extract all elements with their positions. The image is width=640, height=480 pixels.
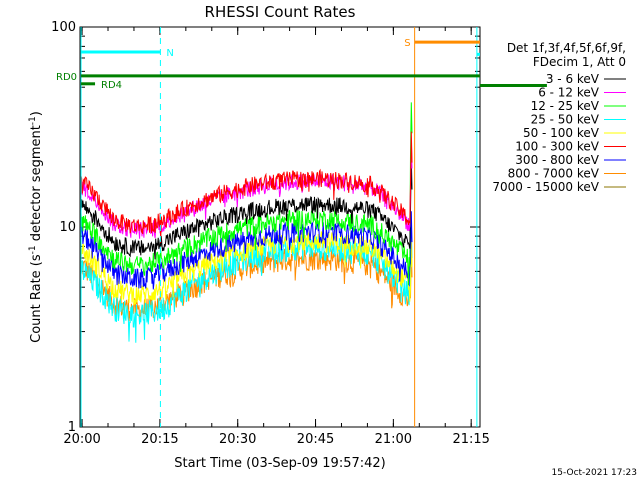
y-axis-label-suffix: ): [29, 111, 44, 116]
legend-entry-label: 300 - 800 keV: [515, 153, 599, 167]
y-axis-label: Count Rate (s-1 detector segment-1): [28, 111, 44, 343]
x-tick-label: 21:15: [452, 432, 489, 447]
series-layer: [80, 102, 413, 343]
y-axis-label-prefix: Count Rate (s: [29, 254, 44, 343]
y-axis-label-sup2: -1: [28, 116, 38, 125]
x-tick-label: 20:30: [219, 432, 256, 447]
series-line: [80, 226, 413, 343]
flag-label: RD0: [56, 72, 77, 83]
legend-entry-label: 7000 - 15000 keV: [492, 180, 599, 194]
series-line: [80, 131, 413, 244]
x-axis-label: Start Time (03-Sep-09 19:57:42): [174, 456, 385, 471]
series-line: [80, 158, 413, 260]
series-line: [80, 102, 413, 285]
marker-layer: [80, 27, 478, 427]
flag-label: RD4: [101, 80, 122, 91]
y-tick-label: 10: [59, 220, 76, 235]
legend-entry-label: 3 - 6 keV: [546, 72, 600, 86]
y-tick-label: 100: [51, 20, 76, 35]
x-tick-label: 21:00: [375, 432, 412, 447]
footer-date: 15-Oct-2021 17:23: [552, 468, 637, 478]
series-line: [80, 211, 413, 290]
y-tick-label: 1: [68, 420, 76, 435]
legend-header-line1: Det 1f,3f,4f,5f,6f,9f,: [507, 41, 626, 55]
legend-entry-label: 25 - 50 keV: [531, 113, 600, 127]
legend-entry-label: 50 - 100 keV: [523, 126, 600, 140]
legend-entry-label: 6 - 12 keV: [538, 86, 600, 100]
flag-layer: N S RD0 RD4: [56, 38, 547, 91]
plot-area: N S RD0 RD4: [56, 26, 547, 428]
axis-ticks: [80, 26, 480, 428]
y-axis-label-middle: detector segment: [29, 125, 44, 245]
y-tick-labels: 1 10 100: [51, 20, 76, 435]
legend-entry-label: 12 - 25 keV: [531, 99, 600, 113]
x-tick-label: 20:45: [297, 432, 334, 447]
legend-header-line2: FDecim 1, Att 0: [533, 55, 626, 69]
legend-entry-label: 800 - 7000 keV: [508, 167, 600, 181]
flag-label: N: [166, 48, 173, 59]
y-axis-label-sup1: -1: [28, 245, 38, 254]
x-tick-labels: 20:00 20:15 20:30 20:45 21:00 21:15: [63, 432, 490, 447]
legend-entry-label: 100 - 300 keV: [515, 140, 599, 154]
x-tick-label: 20:00: [63, 432, 100, 447]
chart-title: RHESSI Count Rates: [205, 3, 356, 21]
x-tick-label: 20:15: [141, 432, 178, 447]
series-line: [80, 230, 413, 306]
flag-label: S: [404, 38, 410, 49]
legend: Det 1f,3f,4f,5f,6f,9f, FDecim 1, Att 0 3…: [492, 41, 626, 194]
